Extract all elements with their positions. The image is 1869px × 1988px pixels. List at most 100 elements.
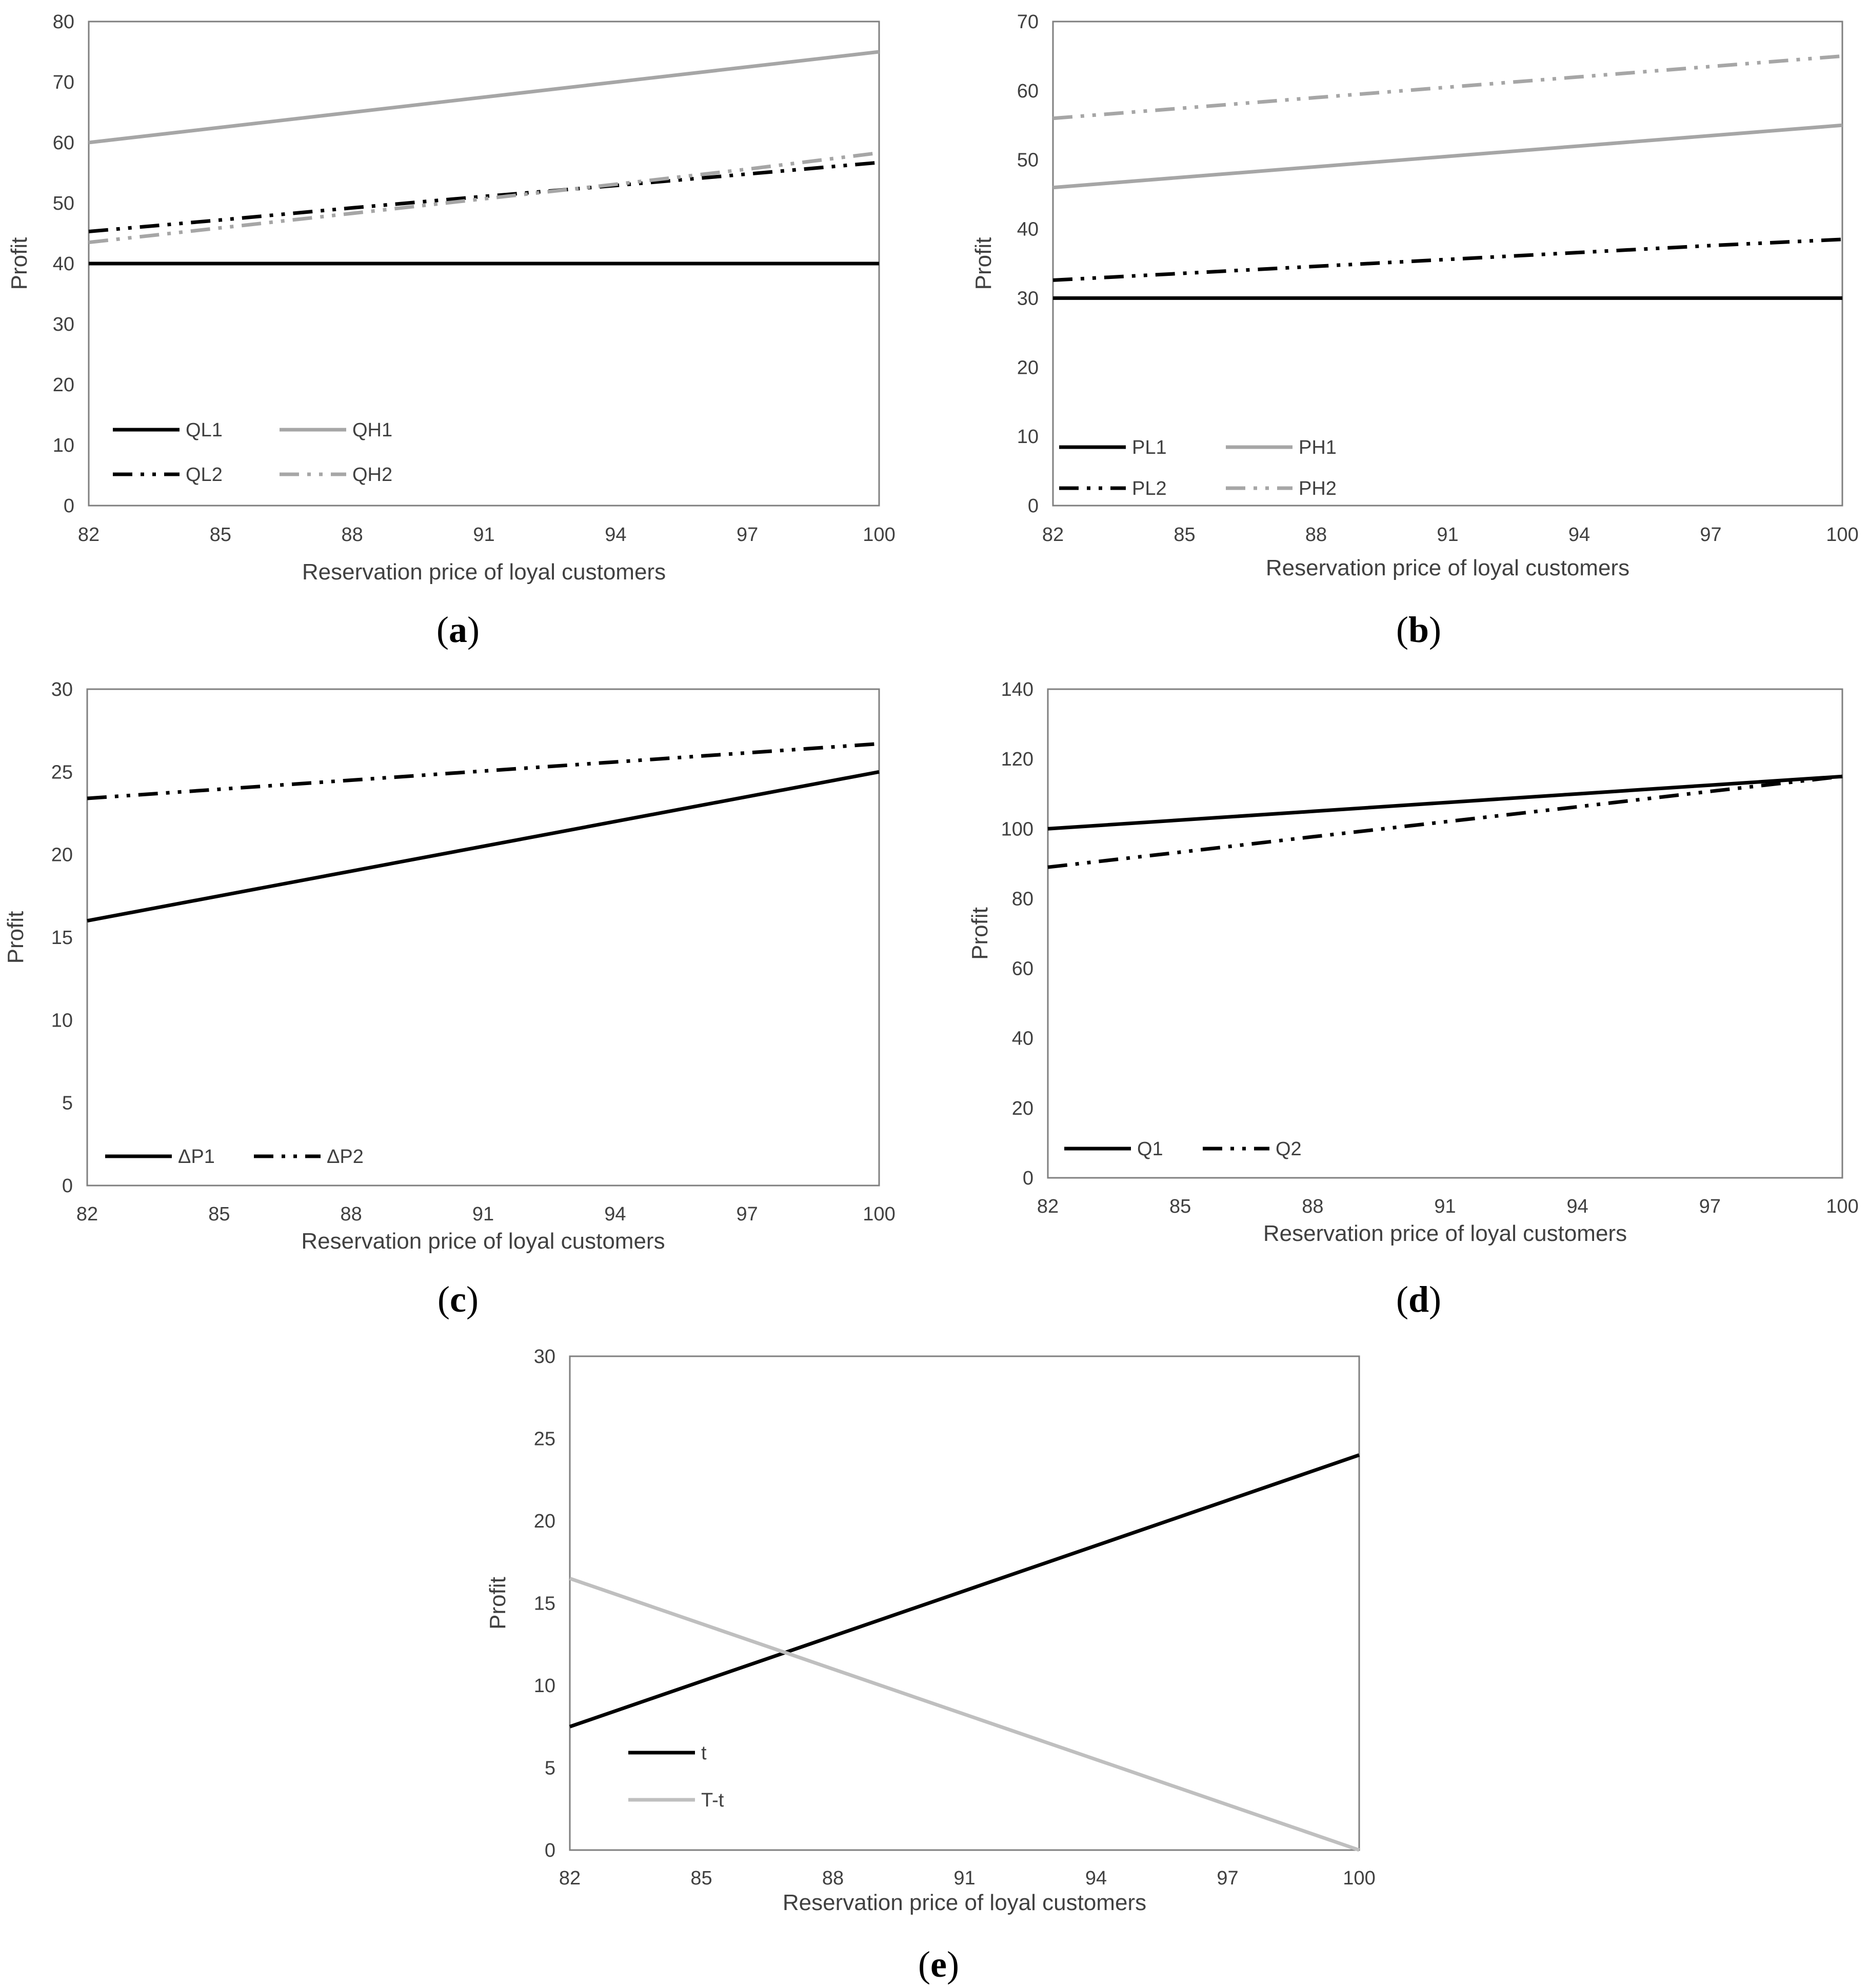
panel-c-y-tick-label: 10 <box>51 1010 73 1031</box>
panel-e-x-axis-title: Reservation price of loyal customers <box>783 1890 1146 1915</box>
panel-c-x-tick-label: 88 <box>341 1203 362 1225</box>
panel-d-y-tick-label: 20 <box>1012 1098 1033 1119</box>
panel-d-y-tick-label: 140 <box>1001 679 1033 700</box>
panel-e-y-tick-label: 10 <box>534 1675 555 1697</box>
panel-b-x-tick-label: 94 <box>1568 524 1590 546</box>
panel-a-series-QL2-line <box>88 160 880 233</box>
panel-a-y-tick-label: 50 <box>53 193 74 214</box>
panel-c-y-tick-label: 30 <box>51 679 73 700</box>
panel-c-y-tick-label: 0 <box>62 1175 73 1197</box>
panel-e-x-tick-label: 85 <box>690 1867 712 1889</box>
panel-d-plot-area <box>1047 688 1843 1179</box>
panel-a-chart: 0 10 20 30 40 50 60 70 80 82 85 88 91 94 97 100 Reservat… <box>7 11 896 585</box>
panel-e-series-t-line <box>569 1453 1360 1729</box>
panel-d-x-tick-label: 97 <box>1699 1196 1721 1217</box>
panel-c-y-tick-label: 25 <box>51 761 73 783</box>
panel-e-x-tick-label: 100 <box>1343 1867 1375 1889</box>
panel-label-c: (c) <box>438 1279 479 1320</box>
panel-a-y-tick-label: 0 <box>64 495 74 517</box>
panel-a-y-tick-label: 60 <box>53 132 74 154</box>
panel-d-y-tick-label: 40 <box>1012 1028 1033 1050</box>
panel-c-y-tick-label: 20 <box>51 845 73 866</box>
panel-a-x-axis-title: Reservation price of loyal customers <box>302 559 666 585</box>
panel-a-x-tick-label: 85 <box>210 524 231 546</box>
panel-a-x-tick-label: 91 <box>473 524 494 546</box>
panel-d-x-tick-label: 88 <box>1302 1196 1323 1217</box>
panel-b-chart: 0 10 20 30 40 50 60 70 82 85 88 91 94 97 100 Reservatio… <box>971 11 1859 580</box>
panel-c-plot-area <box>86 688 880 1187</box>
panel-b-series-PL2-line <box>1052 237 1843 282</box>
panel-e-y-axis-title: Profit <box>485 1577 510 1630</box>
panel-a-x-tick-label: 94 <box>605 524 626 546</box>
panel-b-plot-area <box>1052 21 1843 507</box>
panel-a-x-tick-label: 88 <box>342 524 363 546</box>
panel-b-series-PH1-line <box>1052 123 1843 190</box>
panel-d-y-tick-label: 60 <box>1012 958 1033 980</box>
panel-c-series-ΔP1-line <box>87 770 880 923</box>
panel-d-legend-label-Q2: Q2 <box>1276 1138 1302 1160</box>
panel-e-x-tick-label: 91 <box>953 1867 975 1889</box>
panel-a-legend-label-QH1: QH1 <box>352 419 392 441</box>
panel-d-x-tick-label: 85 <box>1169 1196 1191 1217</box>
panel-b-y-axis-title: Profit <box>971 237 996 290</box>
panel-e-x-tick-label: 94 <box>1085 1867 1107 1889</box>
panel-b-series-PH2-line <box>1052 54 1843 121</box>
panel-d-x-tick-label: 91 <box>1434 1196 1456 1217</box>
panel-b-y-tick-label: 60 <box>1017 81 1039 102</box>
panel-b-legend-label-PL2: PL2 <box>1132 478 1167 499</box>
panel-c-x-tick-label: 85 <box>208 1203 230 1225</box>
panel-c-y-axis-title: Profit <box>3 911 28 964</box>
panel-b-legend-label-PL1: PL1 <box>1132 437 1167 458</box>
panel-a-y-tick-label: 20 <box>53 374 74 396</box>
panel-d-series-Q2-line <box>1047 774 1843 869</box>
panel-c-x-tick-label: 97 <box>737 1203 758 1225</box>
panel-b-y-tick-label: 30 <box>1017 288 1039 309</box>
panel-b-legend-label-PH2: PH2 <box>1299 478 1337 499</box>
panel-b-x-tick-label: 100 <box>1826 524 1858 546</box>
panel-e-series-T-t-line <box>569 1576 1360 1852</box>
panel-d-legend-label-Q1: Q1 <box>1137 1138 1163 1160</box>
panel-d-x-tick-label: 100 <box>1826 1196 1858 1217</box>
panel-d-y-tick-label: 80 <box>1012 888 1033 910</box>
panel-c-x-tick-label: 91 <box>472 1203 494 1225</box>
panel-e-legend-label-T-t: T-t <box>701 1790 724 1811</box>
panel-c-series-ΔP2-line <box>87 742 880 800</box>
panel-e-chart: 0 5 10 15 20 25 30 82 85 88 91 94 97 100 Reservation p… <box>485 1346 1376 1915</box>
panel-e-plot-area <box>569 1355 1360 1851</box>
panel-label-d: (d) <box>1396 1279 1441 1320</box>
panel-label-e: (e) <box>918 1944 959 1985</box>
panel-d-x-axis-title: Reservation price of loyal customers <box>1263 1221 1627 1246</box>
panel-c-chart: 0 5 10 15 20 25 30 82 85 88 91 94 97 100 Reservation p… <box>3 679 896 1254</box>
panel-b-y-tick-label: 40 <box>1017 219 1039 240</box>
panel-a-legend-label-QH2: QH2 <box>352 464 392 486</box>
panel-e-y-tick-label: 25 <box>534 1429 555 1450</box>
panel-a-x-tick-label: 82 <box>78 524 100 546</box>
panel-c-x-axis-title: Reservation price of loyal customers <box>301 1229 665 1254</box>
panel-e-x-tick-label: 97 <box>1217 1867 1238 1889</box>
panel-a-legend-label-QL2: QL2 <box>186 464 223 486</box>
panel-e-x-tick-label: 88 <box>822 1867 844 1889</box>
panel-b-x-tick-label: 88 <box>1305 524 1327 546</box>
panel-a-y-axis-title: Profit <box>7 237 32 290</box>
panel-e-y-tick-label: 30 <box>534 1346 555 1368</box>
panel-label-b: (b) <box>1396 609 1441 650</box>
panel-b-x-tick-label: 97 <box>1700 524 1721 546</box>
panel-b-x-tick-label: 82 <box>1042 524 1064 546</box>
panel-d-y-tick-label: 100 <box>1001 818 1033 840</box>
panel-b-x-tick-label: 91 <box>1437 524 1458 546</box>
panel-c-x-tick-label: 82 <box>76 1203 98 1225</box>
panel-c-y-tick-label: 5 <box>62 1093 73 1114</box>
panel-b-legend-label-PH1: PH1 <box>1299 437 1337 458</box>
panel-d-y-axis-title: Profit <box>967 907 992 960</box>
panel-a-x-tick-label: 97 <box>737 524 758 546</box>
panel-b-y-tick-label: 0 <box>1028 495 1039 517</box>
panel-d-x-tick-label: 82 <box>1037 1196 1059 1217</box>
panel-e-x-tick-label: 82 <box>559 1867 581 1889</box>
panel-b-y-tick-label: 50 <box>1017 150 1039 171</box>
panel-a-series-QH2-line <box>88 151 880 245</box>
panel-c-legend-label-ΔP1: ΔP1 <box>178 1146 215 1168</box>
panel-b-x-axis-title: Reservation price of loyal customers <box>1266 555 1629 580</box>
panel-d-series-Q1-line <box>1047 774 1843 831</box>
panel-e-legend-label-t: t <box>701 1742 707 1764</box>
